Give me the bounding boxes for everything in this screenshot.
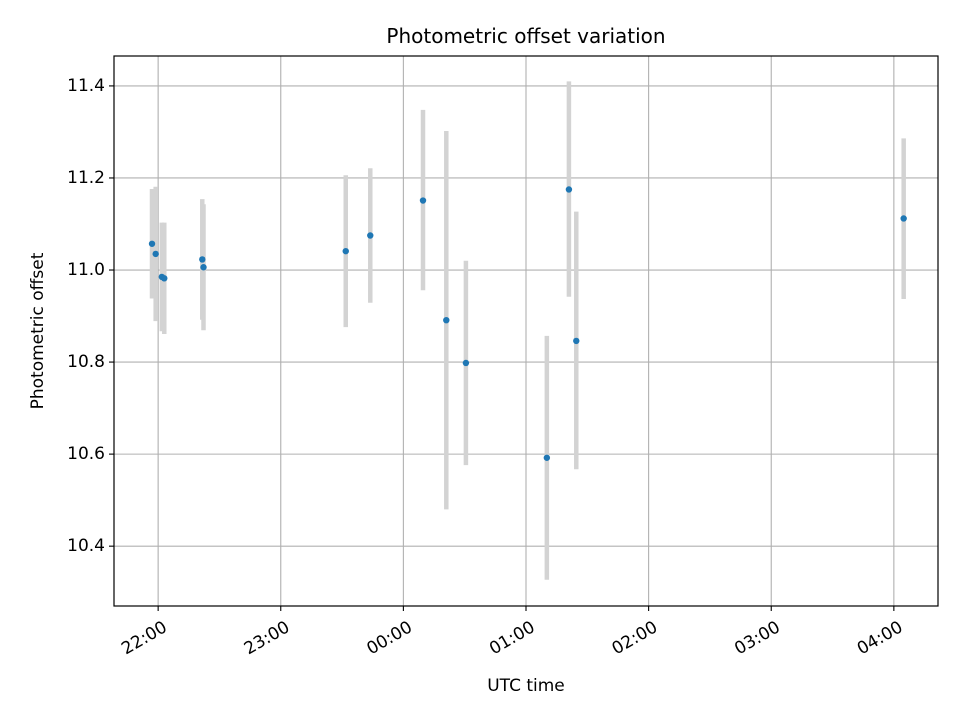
data-points	[148, 186, 907, 461]
data-point	[462, 359, 470, 367]
data-point	[367, 232, 374, 239]
data-point	[565, 186, 573, 193]
y-tick-label: 10.4	[67, 536, 105, 556]
y-tick-label: 10.6	[67, 444, 105, 464]
data-point	[419, 197, 427, 204]
data-point	[148, 240, 156, 247]
data-point	[200, 264, 207, 271]
data-point	[199, 256, 206, 263]
y-tick-label: 10.8	[67, 352, 105, 372]
data-point	[543, 454, 551, 461]
data-point	[342, 247, 349, 255]
x-axis-title: UTC time	[487, 676, 565, 696]
y-tick-label: 11.2	[67, 168, 105, 188]
y-axis-title: Photometric offset	[28, 252, 48, 409]
y-tick-label: 11.0	[67, 260, 105, 280]
data-point	[152, 250, 159, 258]
chart-title: Photometric offset variation	[386, 24, 665, 48]
grid	[114, 56, 938, 606]
y-tick-label: 11.4	[67, 76, 105, 96]
data-point	[573, 337, 580, 345]
data-point	[900, 215, 907, 222]
data-point	[443, 316, 450, 324]
data-point	[161, 275, 168, 282]
